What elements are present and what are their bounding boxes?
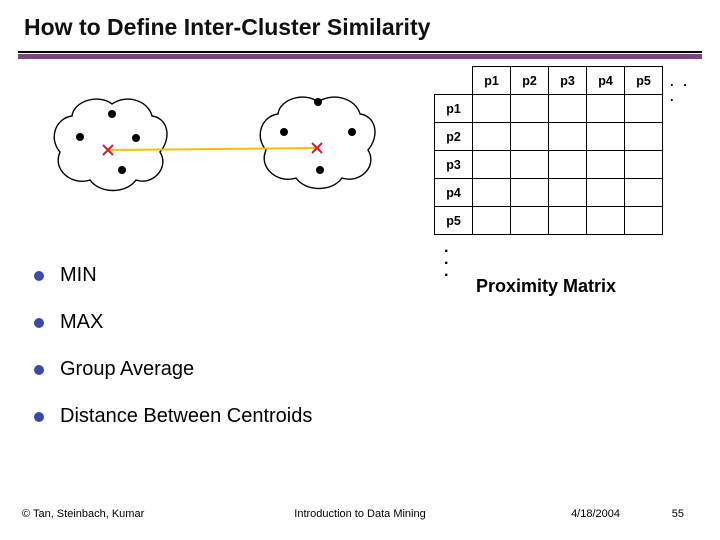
method-label: Group Average: [60, 358, 194, 381]
centroid-link: [108, 148, 317, 150]
list-item: MIN: [34, 264, 312, 287]
cluster-point: [348, 128, 356, 136]
col-header: p2: [511, 67, 549, 95]
row-header: p1: [435, 95, 473, 123]
cluster-point: [132, 134, 140, 142]
row-header: p2: [435, 123, 473, 151]
matrix-row-ellipsis: . . .: [444, 242, 448, 278]
slide-title: How to Define Inter-Cluster Similarity: [0, 0, 720, 51]
cluster-point: [76, 133, 84, 141]
footer-date: 4/18/2004: [571, 508, 620, 520]
col-header: p1: [473, 67, 511, 95]
row-header: p4: [435, 179, 473, 207]
cluster-point: [314, 98, 322, 106]
method-label: Distance Between Centroids: [60, 405, 312, 428]
matrix-label: Proximity Matrix: [476, 276, 616, 297]
cluster-point: [280, 128, 288, 136]
list-item: Group Average: [34, 358, 312, 381]
cluster-point: [108, 110, 116, 118]
matrix-col-ellipsis: . . .: [670, 74, 700, 104]
cluster-right-outline: [260, 97, 375, 188]
content-area: p1 p2 p3 p4 p5 p1 p2 p3 p4 p5 . . . . . …: [0, 58, 720, 488]
proximity-matrix-area: p1 p2 p3 p4 p5 p1 p2 p3 p4 p5 . . . . . …: [400, 66, 700, 326]
row-header: p3: [435, 151, 473, 179]
list-item: Distance Between Centroids: [34, 405, 312, 428]
list-item: MAX: [34, 311, 312, 334]
cluster-diagram: [30, 72, 390, 212]
footer-page: 55: [672, 508, 684, 520]
method-label: MIN: [60, 264, 97, 287]
title-underline: [18, 51, 702, 58]
footer: © Tan, Steinbach, Kumar Introduction to …: [0, 508, 720, 528]
col-header: p5: [625, 67, 663, 95]
methods-list: MIN MAX Group Average Distance Between C…: [34, 264, 312, 452]
col-header: p4: [587, 67, 625, 95]
col-header: p3: [549, 67, 587, 95]
proximity-matrix: p1 p2 p3 p4 p5 p1 p2 p3 p4 p5: [434, 66, 663, 235]
cluster-point: [316, 166, 324, 174]
row-header: p5: [435, 207, 473, 235]
cluster-point: [118, 166, 126, 174]
method-label: MAX: [60, 311, 103, 334]
